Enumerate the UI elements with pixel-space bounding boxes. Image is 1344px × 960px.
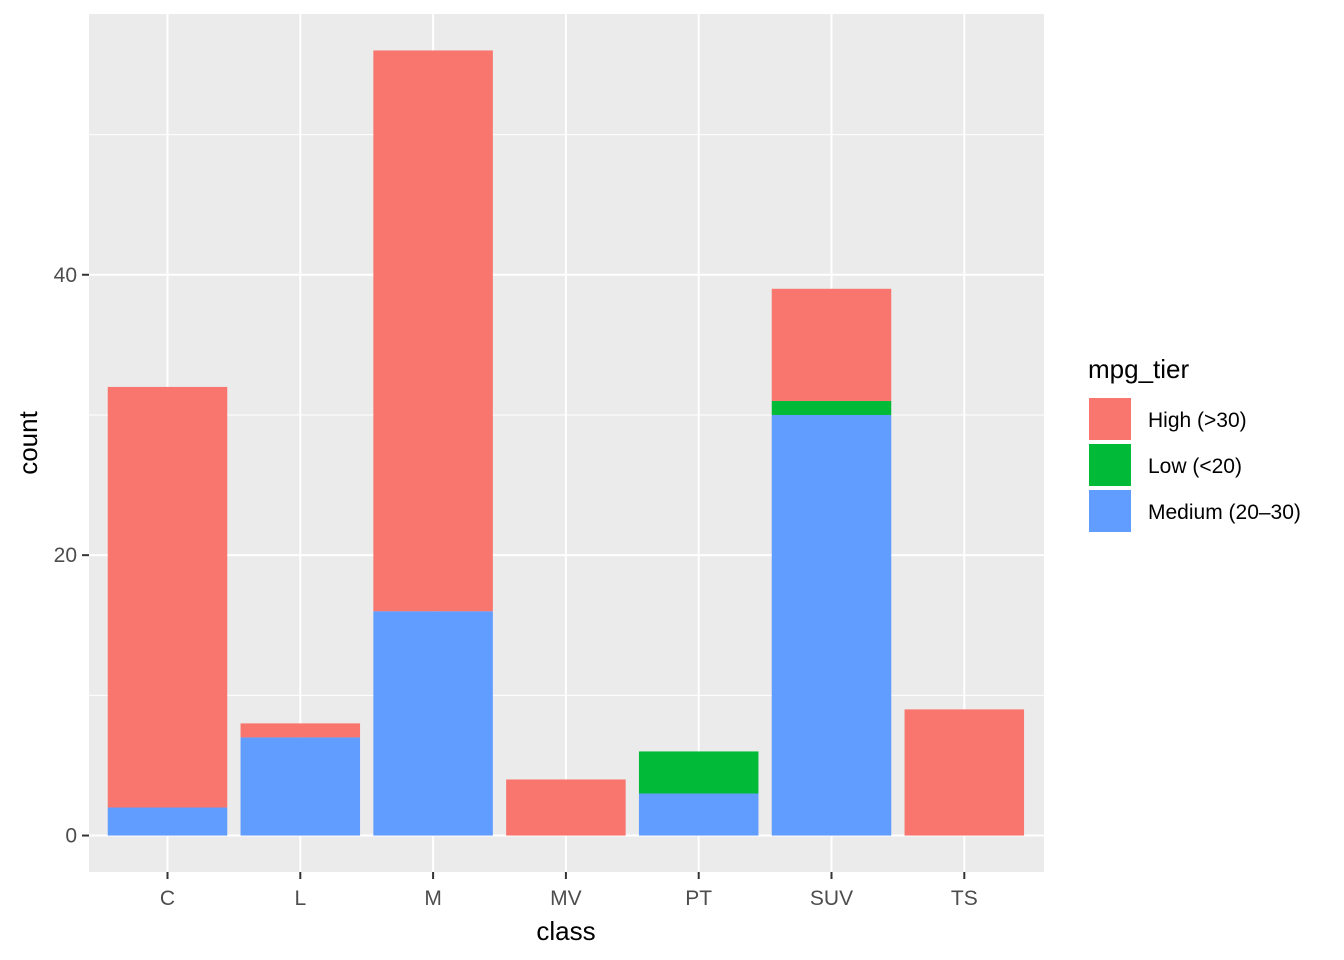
bar-l-segment	[240, 723, 361, 738]
x-tick-label-mv: MV	[550, 887, 582, 910]
legend-label: Medium (20–30)	[1148, 501, 1301, 524]
bar-c-segment	[107, 807, 228, 836]
legend-key	[1087, 396, 1133, 442]
bar-m-segment	[373, 50, 493, 612]
bar-suv-segment	[771, 400, 892, 415]
bar-pt-segment	[638, 793, 759, 836]
bar-m-segment	[373, 611, 493, 836]
x-tick-label-c: C	[160, 887, 175, 910]
x-axis-title: class	[536, 916, 595, 946]
bar-suv-segment	[771, 414, 892, 836]
y-tick-label: 40	[54, 264, 77, 287]
x-tick-label-ts: TS	[951, 887, 978, 910]
legend-label: High (>30)	[1148, 409, 1247, 432]
x-tick-label-suv: SUV	[810, 887, 853, 910]
y-axis-title: count	[13, 410, 43, 474]
x-tick-label-pt: PT	[685, 887, 712, 910]
legend-title: mpg_tier	[1088, 354, 1189, 384]
bar-c-segment	[107, 386, 228, 808]
legend-key	[1087, 488, 1133, 534]
bar-pt-segment	[638, 751, 759, 794]
bar-l-segment	[240, 737, 361, 836]
legend-key	[1087, 442, 1133, 488]
y-tick-label: 20	[54, 544, 77, 567]
x-axis: C L M MV PT SUV TS	[160, 872, 978, 910]
bar-suv-segment	[771, 288, 892, 401]
legend-label: Low (<20)	[1148, 455, 1242, 478]
x-tick-label-m: M	[424, 887, 442, 910]
legend: mpg_tier High (>30) Low (<20) Medium (20–3…	[1087, 354, 1301, 534]
bars	[107, 50, 1025, 836]
bar-ts-segment	[904, 709, 1025, 836]
y-tick-label: 0	[65, 825, 77, 848]
bar-mv-segment	[506, 779, 626, 836]
x-tick-label-l: L	[294, 887, 306, 910]
y-axis: 0 20 40	[54, 264, 89, 848]
